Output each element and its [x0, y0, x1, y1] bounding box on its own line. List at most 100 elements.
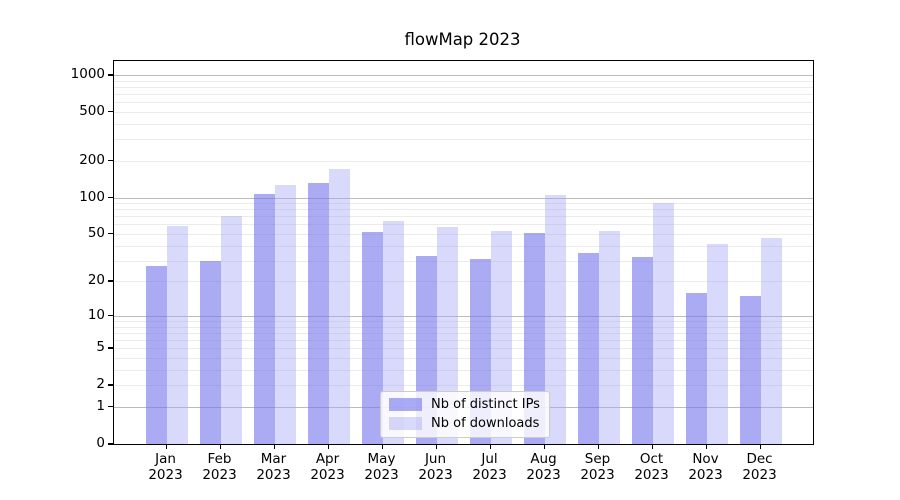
legend-swatch-distinct-ips: [389, 398, 422, 411]
minor-gridline: [114, 94, 813, 95]
legend-entry-distinct-ips: Nb of distinct IPs: [389, 397, 540, 412]
x-tick-mark: [759, 444, 761, 449]
x-tick-mark: [435, 444, 437, 449]
minor-gridline: [114, 358, 813, 359]
bar-downloads: [652, 203, 674, 444]
minor-gridline: [114, 326, 813, 328]
minor-gridline: [114, 385, 813, 387]
x-tick-mark: [327, 444, 329, 449]
y-tick-label: 1: [96, 397, 105, 414]
bar-distinct-ips: [685, 292, 707, 444]
bar-distinct-ips: [199, 260, 221, 444]
major-gridline: [114, 197, 813, 199]
bar-downloads: [166, 226, 188, 444]
y-tick-label: 500: [79, 102, 105, 119]
y-tick-mark: [108, 110, 113, 113]
x-tick-label: Jan 2023: [148, 451, 183, 483]
y-tick-label: 5: [96, 339, 105, 356]
bar-downloads: [544, 194, 566, 444]
bar-distinct-ips: [361, 231, 383, 444]
y-tick-label: 200: [79, 151, 105, 168]
legend-label-downloads: Nb of downloads: [431, 416, 540, 431]
x-tick-label: Jul 2023: [472, 451, 507, 483]
x-tick-label: Sep 2023: [580, 451, 615, 483]
x-tick-label: Jun 2023: [418, 451, 453, 483]
minor-gridline: [114, 112, 813, 113]
y-tick-mark: [108, 280, 113, 282]
y-tick-mark: [108, 384, 113, 386]
minor-gridline: [114, 123, 813, 125]
bar-downloads: [274, 185, 296, 444]
x-tick-mark: [489, 444, 491, 449]
y-tick-mark: [108, 405, 113, 408]
x-tick-mark: [273, 444, 275, 449]
x-tick-mark: [705, 444, 707, 449]
x-tick-label: Mar 2023: [256, 451, 291, 483]
y-tick-label: 10: [87, 306, 105, 323]
x-tick-label: Aug 2023: [526, 451, 561, 483]
legend-swatch-downloads: [389, 417, 422, 430]
legend: Nb of distinct IPs Nb of downloads: [380, 391, 550, 438]
plot-area: Nb of distinct IPs Nb of downloads: [113, 60, 814, 445]
bar-distinct-ips: [307, 183, 329, 444]
minor-gridline: [114, 281, 813, 283]
minor-gridline: [114, 245, 813, 247]
bar-distinct-ips: [577, 252, 599, 444]
x-tick-label: Apr 2023: [310, 451, 345, 483]
y-tick-mark: [108, 347, 113, 349]
x-tick-mark: [165, 444, 167, 449]
y-tick-label: 2: [96, 376, 105, 393]
bar-distinct-ips: [253, 193, 275, 444]
bar-downloads: [328, 168, 350, 444]
chart-title: flowMap 2023: [404, 30, 521, 49]
y-tick-mark: [108, 443, 113, 445]
major-gridline: [114, 315, 813, 317]
y-tick-label: 0: [96, 435, 105, 451]
x-tick-label: Dec 2023: [742, 451, 777, 483]
minor-gridline: [114, 321, 813, 322]
x-tick-label: Nov 2023: [688, 451, 723, 483]
y-tick-mark: [108, 159, 113, 162]
minor-gridline: [114, 234, 813, 235]
major-gridline: [114, 75, 813, 76]
bar-distinct-ips: [631, 257, 653, 444]
x-tick-mark: [219, 444, 221, 449]
minor-gridline: [114, 80, 813, 82]
x-tick-mark: [651, 444, 653, 449]
minor-gridline: [114, 370, 813, 371]
y-tick-mark: [108, 196, 113, 198]
bar-downloads: [706, 244, 728, 444]
bar-downloads: [436, 227, 458, 444]
y-tick-mark: [108, 314, 113, 317]
y-tick-label: 50: [87, 224, 105, 241]
x-tick-mark: [381, 444, 383, 449]
minor-gridline: [114, 224, 813, 226]
x-tick-mark: [597, 444, 599, 449]
y-tick-label: 20: [87, 272, 105, 289]
x-tick-label: May 2023: [364, 451, 399, 483]
minor-gridline: [114, 332, 813, 334]
bar-downloads: [490, 230, 512, 444]
minor-gridline: [114, 139, 813, 141]
minor-gridline: [114, 86, 813, 88]
x-tick-label: Feb 2023: [202, 451, 237, 483]
bar-distinct-ips: [739, 295, 761, 444]
minor-gridline: [114, 209, 813, 211]
bar-downloads: [598, 230, 620, 444]
bar-downloads: [382, 221, 404, 444]
bar-distinct-ips: [145, 266, 167, 444]
y-tick-mark: [108, 232, 113, 235]
minor-gridline: [114, 160, 813, 162]
bar-downloads: [220, 215, 242, 444]
x-tick-label: Oct 2023: [634, 451, 669, 483]
bar-downloads: [760, 238, 782, 444]
minor-gridline: [114, 216, 813, 218]
minor-gridline: [114, 203, 813, 205]
minor-gridline: [114, 348, 813, 350]
y-tick-label: 1000: [70, 66, 105, 82]
minor-gridline: [114, 260, 813, 262]
y-tick-label: 100: [79, 188, 105, 205]
legend-entry-downloads: Nb of downloads: [389, 416, 540, 431]
minor-gridline: [114, 102, 813, 104]
